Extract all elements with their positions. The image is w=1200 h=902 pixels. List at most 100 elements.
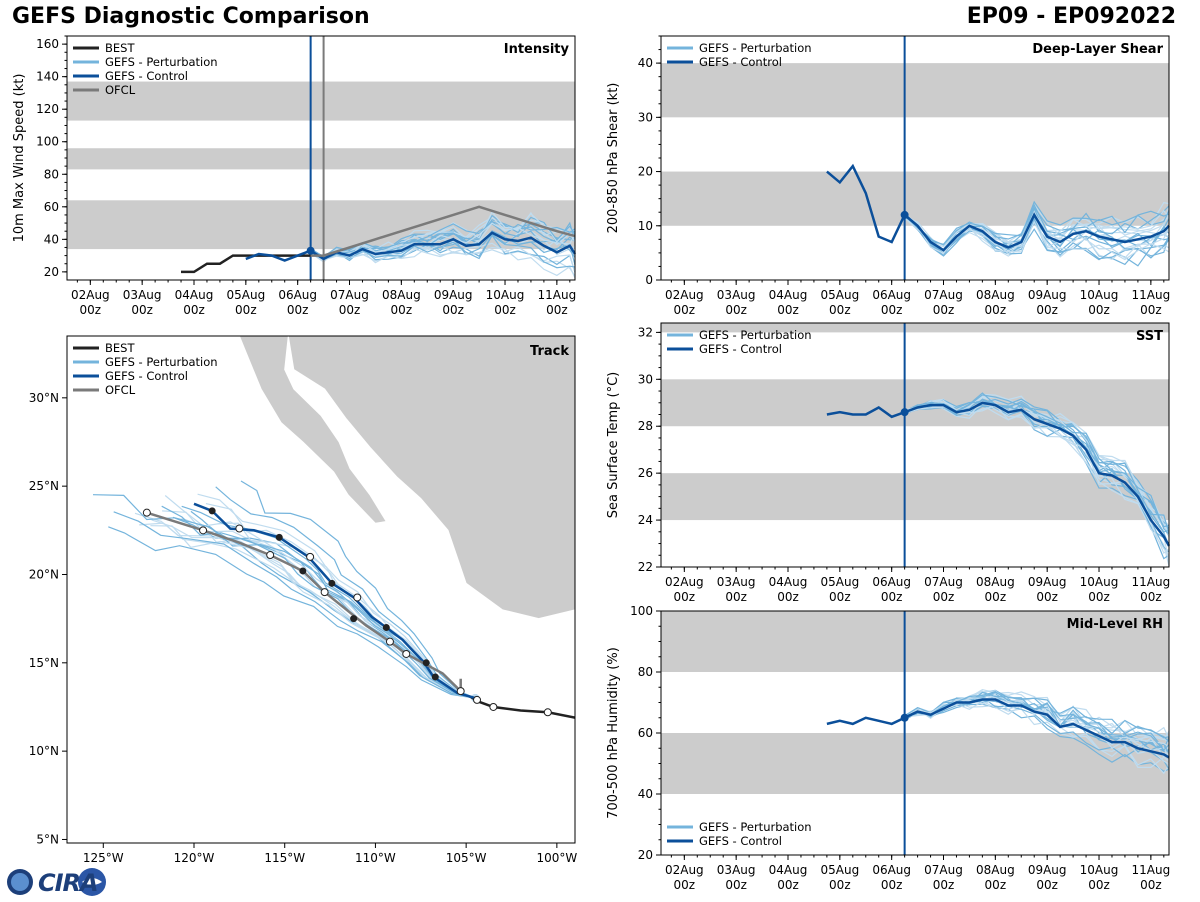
x-tick-label-hour: 00z [829,590,851,604]
threshold-band [67,148,575,170]
control-track-point [328,579,336,587]
legend-label: GEFS - Perturbation [699,41,812,55]
y-tick-label: 10 [638,219,653,233]
y-tick-label: 80 [638,665,653,679]
threshold-band [661,323,1169,333]
perturbation-member-line [310,230,576,259]
threshold-band [661,733,1169,794]
perturbation-member-line [310,242,576,273]
perturbation-track-line [108,526,476,699]
x-tick-label-hour: 00z [1140,590,1162,604]
y-tick-label: 28 [638,419,653,433]
x-tick-label-hour: 00z [725,590,747,604]
perturbation-member-line [904,689,1170,751]
x-tick-label-date: 11Aug [1132,863,1171,877]
init-point-marker [900,408,909,417]
axes-frame [66,335,576,844]
shear-panel: 01020304002Aug00z03Aug00z04Aug00z05Aug00… [606,35,1171,317]
rh-panel: 2040608010002Aug00z03Aug00z04Aug00z05Aug… [606,604,1170,892]
x-tick-label-date: 06Aug [278,288,317,302]
threshold-band [661,611,1169,672]
panel-title: Deep-Layer Shear [1032,42,1163,57]
y-tick-label: 100 [36,135,59,149]
legend-label: GEFS - Perturbation [105,355,218,369]
x-tick-label-date: 06Aug [872,575,911,589]
x-tick-label-date: 07Aug [330,288,369,302]
x-tick-label-date: 10Aug [1080,863,1119,877]
y-tick-label: 15°N [29,656,59,670]
perturbation-member-line [904,691,1170,739]
panel-title: SST [1136,329,1163,344]
gefs-control-line [826,401,1171,547]
y-tick-label: 20°N [29,567,59,581]
y-tick-label: 32 [638,325,653,339]
x-tick-label-hour: 00z [777,303,799,317]
x-tick-label-date: 04Aug [175,288,214,302]
x-tick-label-hour: 00z [725,303,747,317]
gefs-control-line [245,231,577,262]
best-line [181,254,311,274]
perturbation-track-line [190,510,476,699]
x-tick-label-date: 03Aug [123,288,162,302]
best-track-point [473,695,482,704]
intensity-panel: 2040608010012014016002Aug00z03Aug00z04Au… [12,35,577,317]
ofcl-track-point [385,637,394,646]
panel-title: Track [530,344,569,359]
threshold-band [661,171,1169,226]
perturbation-track-line [139,522,476,699]
x-tick-label-date: 03Aug [717,575,756,589]
legend-label: GEFS - Control [699,55,782,69]
x-tick-label-date: 07Aug [924,863,963,877]
x-tick-label: 100°W [536,851,577,865]
perturbation-track-line [113,511,476,699]
x-tick-label-hour: 00z [1036,303,1058,317]
y-tick-label: 30°N [29,391,59,405]
x-tick-label-date: 04Aug [769,575,808,589]
y-tick-label: 40 [638,56,653,70]
x-tick-label-hour: 00z [725,878,747,892]
x-tick-label-hour: 00z [1088,303,1110,317]
x-tick-label-hour: 00z [777,878,799,892]
control-track-point [208,507,216,515]
y-tick-label: 5°N [36,832,59,846]
x-tick-label-hour: 00z [546,303,568,317]
track-inner [92,336,575,719]
x-tick-label-date: 03Aug [717,863,756,877]
x-tick-label-date: 05Aug [820,575,859,589]
x-tick-label-hour: 00z [1088,878,1110,892]
control-track-point [299,567,307,575]
y-tick-label: 120 [36,102,59,116]
perturbation-member-line [310,222,576,262]
x-tick-label-date: 02Aug [665,863,704,877]
y-tick-label: 100 [630,604,653,618]
init-point-marker [900,210,909,219]
control-track-point [431,673,439,681]
x-tick-label-hour: 00z [1140,878,1162,892]
y-tick-label: 0 [645,273,653,287]
x-tick-label-hour: 00z [442,303,464,317]
cira-logo: CIRA [4,866,108,898]
x-tick-label-date: 02Aug [665,288,704,302]
legend-label: GEFS - Perturbation [105,55,218,69]
x-tick-label-date: 10Aug [1080,575,1119,589]
x-tick-label-hour: 00z [183,303,205,317]
x-tick-label-hour: 00z [674,303,696,317]
y-axis-label: Sea Surface Temp (°C) [606,372,621,519]
legend-label: GEFS - Perturbation [699,820,812,834]
perturbation-member-line [904,703,1170,772]
sst-panel: 22242628303202Aug00z03Aug00z04Aug00z05Au… [606,322,1171,604]
ofcl-track-point [306,552,315,561]
threshold-band [661,63,1169,118]
x-tick-label-date: 11Aug [538,288,577,302]
x-tick-label-hour: 00z [881,878,903,892]
ofcl-track-point [235,524,244,533]
x-tick-label-hour: 00z [339,303,361,317]
legend-label: GEFS - Control [105,369,188,383]
x-tick-label-date: 11Aug [1132,288,1171,302]
figure-title: GEFS Diagnostic Comparison [12,4,370,29]
y-tick-label: 60 [44,200,59,214]
control-track-point [422,659,430,667]
y-tick-label: 60 [638,726,653,740]
legend-label: OFCL [105,83,136,97]
logo-globe-icon [7,868,106,896]
